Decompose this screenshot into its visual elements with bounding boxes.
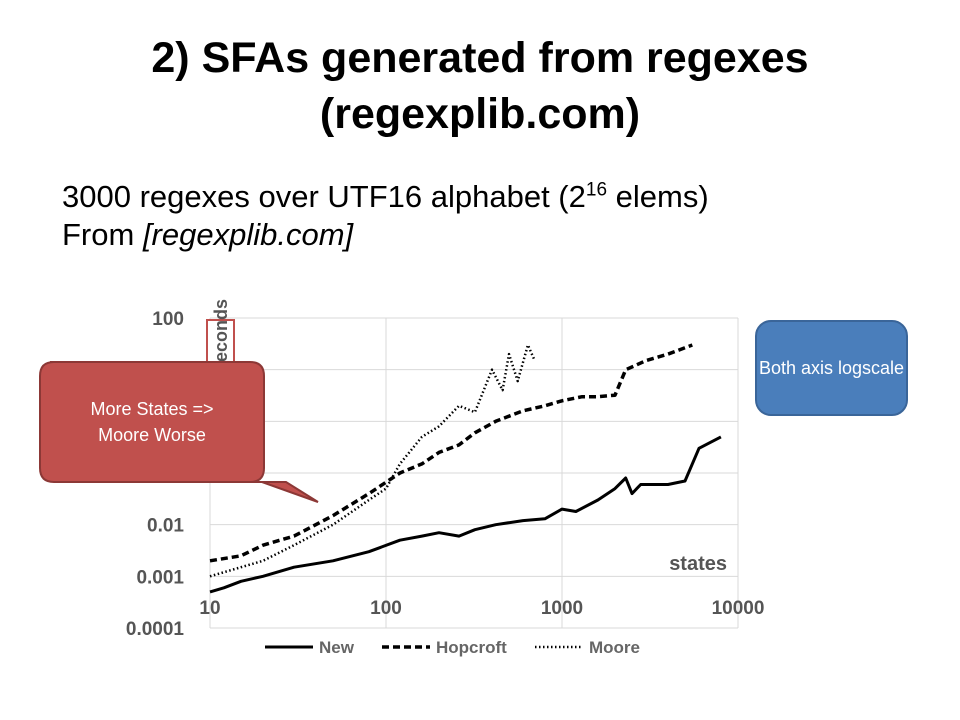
legend-label-moore: Moore (589, 638, 640, 657)
title-line-2: (regexplib.com) (319, 90, 641, 138)
x-tick-labels: 10 100 1000 10000 (199, 598, 764, 619)
series-line-moore (209, 343, 536, 578)
callout-red-line-2: Moore Worse (98, 425, 206, 445)
body-line-2-text: From (62, 217, 143, 252)
callout-logscale: Both axis logscale (755, 320, 908, 416)
callout-red-shape (39, 361, 319, 503)
chart-legend: New Hopcroft Moore (265, 638, 640, 657)
slide-title: 2) SFAs generated from regexes (regexpli… (0, 30, 960, 142)
legend-label-hopcroft: Hopcroft (436, 638, 507, 657)
y-tick-label-2: 0.01 (147, 516, 184, 537)
body-line-1-exponent: 16 (585, 179, 608, 201)
y-tick-label-6: 100 (152, 309, 184, 330)
body-line-1: 3000 regexes over UTF16 alphabet (216 el… (62, 178, 709, 216)
x-tick-label-1: 100 (370, 598, 402, 619)
legend-label-new: New (319, 638, 355, 657)
callout-moore-worse: More States => Moore Worse (40, 362, 264, 482)
body-line-1-text: 3000 regexes over UTF16 alphabet (2 (62, 179, 586, 214)
body-line-2: From [regexplib.com] (62, 216, 709, 254)
series-line-new (209, 435, 722, 594)
chart-series (209, 343, 722, 594)
x-tick-label-3: 10000 (712, 598, 765, 619)
x-tick-label-0: 10 (199, 598, 220, 619)
body-line-2-source: [regexplib.com] (142, 217, 354, 252)
title-line-1: 2) SFAs generated from regexes (151, 34, 809, 82)
body-line-1-tail: elems) (607, 179, 709, 214)
x-tick-label-2: 1000 (541, 598, 583, 619)
chart-grid (209, 317, 739, 629)
callout-red-line-1: More States => (90, 399, 214, 419)
y-axis-label: seconds (211, 299, 231, 372)
y-tick-label-1: 0.001 (136, 567, 184, 588)
y-tick-label-0: 0.0001 (126, 619, 185, 640)
slide-body: 3000 regexes over UTF16 alphabet (216 el… (62, 178, 709, 254)
series-line-hopcroft (209, 343, 693, 563)
x-axis-label: states (669, 553, 727, 575)
